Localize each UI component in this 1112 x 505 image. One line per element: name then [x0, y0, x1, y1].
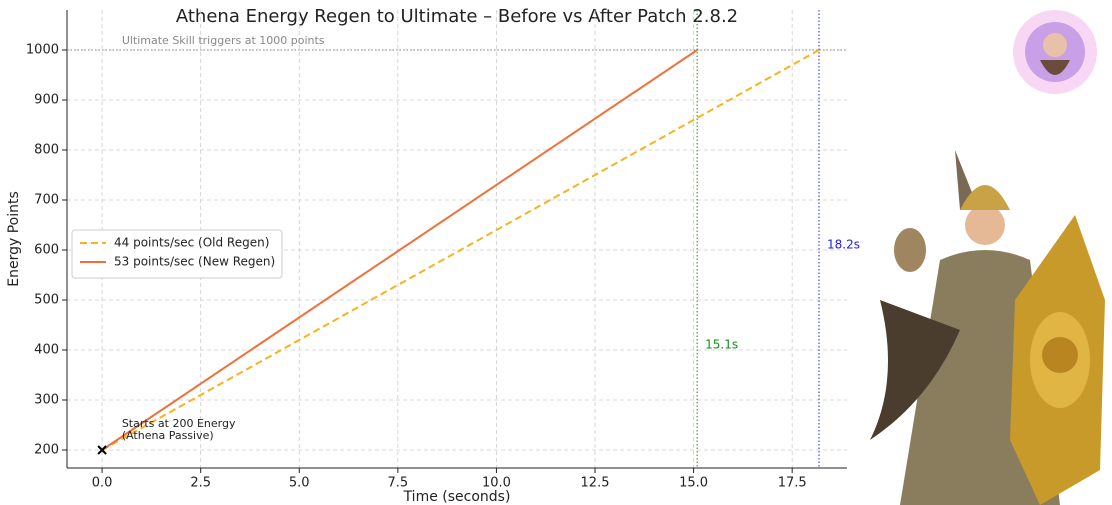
start-label: (Athena Passive) [122, 429, 214, 442]
chart-title: Athena Energy Regen to Ultimate – Before… [176, 6, 738, 27]
x-tick-label: 12.5 [581, 476, 610, 491]
start-label: Starts at 200 Energy [122, 417, 236, 430]
x-tick-label: 2.5 [190, 476, 211, 491]
vline-label: 15.1s [705, 338, 738, 352]
y-tick-label: 900 [34, 93, 59, 108]
series-line [101, 49, 820, 451]
y-tick-label: 1000 [26, 43, 59, 58]
y-tick-label: 600 [34, 243, 59, 258]
series-line [101, 49, 698, 451]
y-axis-label: Energy Points [6, 191, 22, 287]
x-tick-label: 10.0 [482, 476, 511, 491]
vline-label: 18.2s [827, 238, 860, 252]
x-tick-label: 5.0 [289, 476, 310, 491]
y-tick-label: 300 [34, 393, 59, 408]
x-tick-label: 7.5 [388, 476, 409, 491]
x-tick-label: 17.5 [778, 476, 807, 491]
start-marker [97, 445, 107, 455]
y-tick-label: 400 [34, 343, 59, 358]
decoration [870, 10, 1105, 505]
x-tick-label: 15.0 [679, 476, 708, 491]
x-axis-label: Time (seconds) [403, 489, 511, 505]
threshold-label: Ultimate Skill triggers at 1000 points [122, 34, 325, 47]
legend-box [71, 229, 283, 279]
x-tick-label: 0.0 [92, 476, 113, 491]
legend-label: 53 points/sec (New Regen) [114, 255, 275, 269]
y-tick-label: 700 [34, 193, 59, 208]
legend-label: 44 points/sec (Old Regen) [114, 236, 269, 250]
y-tick-label: 500 [34, 293, 59, 308]
y-tick-label: 200 [34, 443, 59, 458]
y-tick-label: 800 [34, 143, 59, 158]
